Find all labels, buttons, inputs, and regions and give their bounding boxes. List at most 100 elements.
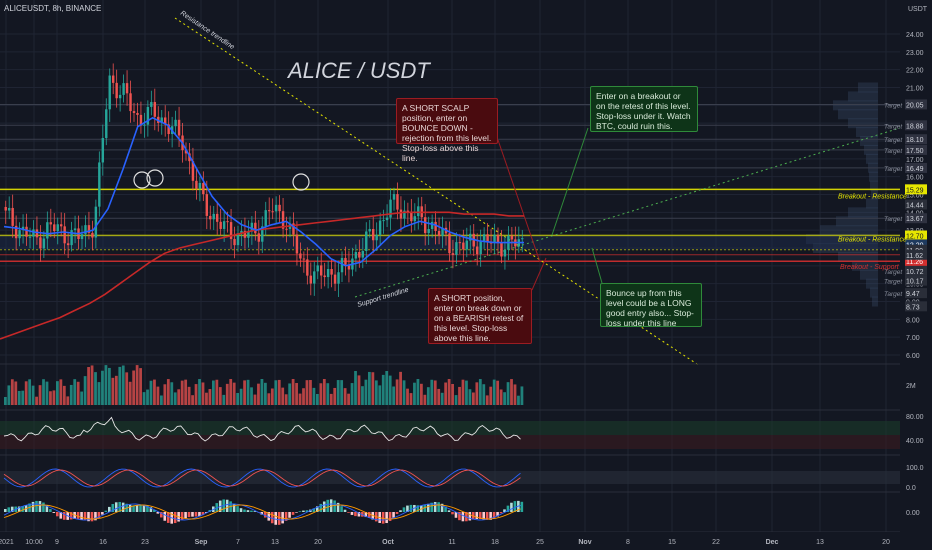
time-tick-17: Dec bbox=[766, 539, 779, 546]
candle-body-144 bbox=[503, 249, 507, 257]
candle-body-129 bbox=[451, 253, 455, 255]
time-tick-12: 25 bbox=[536, 539, 544, 546]
candle-body-15 bbox=[56, 224, 59, 232]
macd-bar-66 bbox=[232, 503, 236, 512]
macd-bar-147 bbox=[513, 501, 517, 512]
macd-bar-130 bbox=[454, 512, 458, 518]
profile-bar-5 bbox=[856, 127, 878, 138]
volume-bar-66 bbox=[232, 382, 236, 405]
volume-bar-58 bbox=[205, 392, 208, 405]
price-tag-5: 15.29 bbox=[906, 187, 924, 194]
candle-body-70 bbox=[247, 231, 250, 238]
candle-body-91 bbox=[319, 265, 323, 276]
volume-bar-53 bbox=[187, 386, 191, 405]
volume-bar-6 bbox=[24, 381, 28, 405]
macd-bar-101 bbox=[354, 512, 357, 517]
stoch-axis-0: 0.0 bbox=[906, 485, 916, 492]
candle-body-84 bbox=[295, 234, 299, 254]
candle-body-141 bbox=[493, 234, 496, 243]
macd-bar-68 bbox=[239, 508, 243, 512]
candle-body-17 bbox=[63, 226, 66, 244]
volume-bar-23 bbox=[83, 376, 87, 405]
volume-bar-4 bbox=[17, 390, 21, 405]
volume-bar-100 bbox=[350, 383, 354, 405]
candle-body-38 bbox=[136, 112, 139, 115]
time-tick-6: 7 bbox=[236, 539, 240, 546]
volume-bar-138 bbox=[482, 384, 486, 405]
volume-bar-140 bbox=[489, 386, 493, 405]
time-tick-4: 23 bbox=[141, 539, 149, 546]
profile-bar-10 bbox=[869, 171, 878, 182]
candle-body-5 bbox=[21, 226, 25, 231]
volume-bar-113 bbox=[395, 379, 399, 405]
indicator-panes bbox=[0, 363, 900, 533]
volume-bar-129 bbox=[451, 384, 454, 405]
candle-body-143 bbox=[500, 242, 503, 257]
volume-bar-141 bbox=[492, 379, 496, 405]
volume-bar-19 bbox=[69, 384, 73, 405]
rsi-line bbox=[3, 416, 521, 442]
candle-body-132 bbox=[462, 242, 465, 250]
macd-bar-117 bbox=[409, 504, 413, 512]
candle-body-134 bbox=[469, 233, 472, 241]
candle-body-2 bbox=[11, 207, 14, 226]
candle-body-0 bbox=[4, 206, 7, 211]
candle-body-37 bbox=[132, 111, 136, 113]
macd-bar-5 bbox=[21, 506, 24, 512]
macd-bar-78 bbox=[274, 512, 277, 525]
volume-bar-9 bbox=[35, 396, 38, 405]
macd-bar-145 bbox=[506, 505, 510, 512]
volume-bar-111 bbox=[388, 375, 392, 405]
price-tag-4: 16.49 bbox=[906, 166, 924, 173]
price-tag-0: 20.05 bbox=[906, 102, 924, 109]
macd-bar-45 bbox=[160, 512, 163, 518]
volume-bar-72 bbox=[253, 394, 257, 405]
short-scalp-note: A SHORT SCALP position, enter on BOUNCE … bbox=[396, 98, 498, 163]
pointer-short-scalp bbox=[497, 139, 541, 263]
candle-body-97 bbox=[340, 257, 344, 273]
moving-averages bbox=[0, 116, 524, 340]
price-tick-2: 22.00 bbox=[906, 68, 924, 75]
candle-body-11 bbox=[42, 238, 46, 249]
volume-bar-29 bbox=[104, 365, 108, 405]
price-tick-18: 6.00 bbox=[906, 353, 920, 360]
macd-bar-102 bbox=[357, 512, 361, 517]
volume-axis-label: 2M bbox=[906, 383, 916, 390]
volume-bar-120 bbox=[420, 383, 423, 405]
candle-body-28 bbox=[101, 137, 105, 163]
time-tick-13: Nov bbox=[578, 539, 591, 546]
volume-bar-103 bbox=[361, 386, 364, 405]
candle-body-114 bbox=[399, 209, 403, 219]
macd-bar-129 bbox=[451, 512, 454, 515]
profile-bar-0 bbox=[858, 82, 878, 93]
candle-body-104 bbox=[365, 231, 368, 252]
time-tick-19: 20 bbox=[882, 539, 890, 546]
volume-bar-77 bbox=[270, 388, 274, 405]
profile-bar-3 bbox=[838, 109, 878, 120]
volume-bar-115 bbox=[402, 380, 406, 405]
time-tick-9: Oct bbox=[382, 539, 394, 546]
macd-bar-92 bbox=[322, 501, 326, 512]
candle-body-52 bbox=[184, 150, 188, 154]
volume-bar-28 bbox=[101, 370, 104, 405]
volume-bar-112 bbox=[392, 386, 396, 405]
price-tag-2: 18.10 bbox=[906, 137, 924, 144]
macd-bar-15 bbox=[56, 512, 59, 517]
candle-body-23 bbox=[84, 225, 87, 235]
volume-bar-46 bbox=[163, 384, 167, 405]
volume-bar-105 bbox=[368, 371, 371, 405]
price-tag-bg-9 bbox=[905, 239, 927, 250]
price-tick-1: 23.00 bbox=[906, 50, 924, 57]
candle-body-26 bbox=[94, 206, 98, 238]
price-tag-7: 13.67 bbox=[906, 216, 924, 223]
price-tick-16: 8.00 bbox=[906, 317, 920, 324]
candle-body-106 bbox=[371, 229, 375, 241]
price-tick-0: 24.00 bbox=[906, 32, 924, 39]
macd-bar-127 bbox=[444, 506, 447, 512]
macd-bar-34 bbox=[121, 502, 125, 512]
volume-bar-32 bbox=[114, 375, 118, 405]
price-tag-17: 8.73 bbox=[906, 304, 920, 311]
chart-title: ALICE / USDT bbox=[288, 58, 430, 83]
macd-bar-124 bbox=[433, 501, 437, 512]
